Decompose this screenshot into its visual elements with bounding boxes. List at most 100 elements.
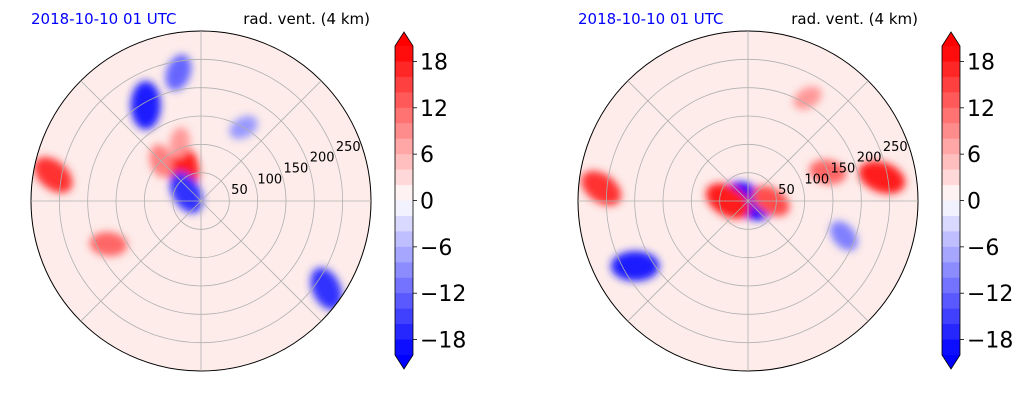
colorbar-tick-label: 6 [967, 143, 981, 168]
field-feature-neg [610, 251, 660, 282]
colorbar-segment [395, 339, 413, 356]
colorbar-segment [942, 107, 960, 124]
radial-tick-label: 100 [257, 172, 282, 187]
colorbar-segment [395, 246, 413, 263]
radial-tick-label: 200 [310, 151, 335, 166]
colorbar-segment [942, 92, 960, 109]
colorbar-segment [942, 138, 960, 155]
panel-right-time-title: 2018-10-10 01 UTC [578, 10, 724, 28]
colorbar-tick-label: −6 [420, 236, 452, 261]
colorbar-segment [395, 185, 413, 201]
panel-left-time-title: 2018-10-10 01 UTC [31, 10, 177, 28]
colorbar-segment [942, 46, 960, 62]
colorbar-segment [395, 308, 413, 325]
colorbar-segment [395, 293, 413, 310]
colorbar-segment [395, 169, 413, 186]
colorbar-segment [395, 76, 413, 93]
field-feature-pos [581, 170, 622, 206]
azimuth-line [80, 200, 202, 322]
polar-grid-right [577, 30, 919, 372]
colorbar-segment [395, 215, 413, 232]
field-feature-neg [165, 54, 192, 91]
colorbar-tick-label: −18 [420, 329, 466, 354]
colorbar-segment [942, 277, 960, 294]
field-feature-pos [169, 127, 190, 158]
azimuth-line [80, 80, 202, 202]
colorbar-tick-label: 0 [967, 190, 981, 215]
colorbar-tick-label: 0 [420, 190, 434, 215]
colorbar-segment [942, 215, 960, 232]
panel-right-field-title: rad. vent. (4 km) [791, 10, 918, 28]
azimuth-line [747, 80, 869, 202]
radial-tick-label: 250 [336, 140, 361, 155]
colorbar-segment [395, 200, 413, 217]
colorbar-segment [395, 46, 413, 62]
colorbar-segment [395, 138, 413, 155]
colorbar-segment [395, 262, 413, 279]
colorbar-extend-max [942, 32, 960, 46]
azimuth-line [627, 80, 749, 202]
radial-tick-label: 50 [231, 183, 248, 198]
colorbar-extend-min [395, 355, 413, 369]
azimuth-line [200, 200, 322, 322]
colorbar-left: 18 12 6 0 −6 −12 −18 [394, 31, 466, 370]
colorbar-segment [395, 324, 413, 341]
colorbar-segment [942, 154, 960, 171]
colorbar-tick-label: 18 [967, 50, 995, 75]
field-feature-pos [33, 156, 73, 193]
colorbar-segment [395, 154, 413, 171]
radial-tick-label: 200 [857, 151, 882, 166]
field-feature-neg [310, 267, 343, 310]
colorbar-tick-label: −18 [967, 329, 1013, 354]
colorbar-segment [942, 339, 960, 356]
colorbar-segment [942, 308, 960, 325]
colorbar-tick-label: −12 [420, 282, 466, 307]
colorbar-extend-max [395, 32, 413, 46]
field-feature-pos [858, 161, 906, 194]
colorbar-segment [942, 324, 960, 341]
azimuth-line [747, 200, 869, 322]
colorbar-segment [942, 76, 960, 93]
radial-tick-label: 100 [804, 172, 829, 187]
colorbar-tick-label: 12 [420, 97, 448, 122]
colorbar-outline [394, 31, 414, 370]
colorbar-segment [395, 61, 413, 78]
colorbar-segment [942, 61, 960, 78]
field-feature-neg [169, 171, 203, 214]
colorbar-segment [942, 246, 960, 263]
colorbar-tick-label: −6 [967, 236, 999, 261]
colorbar-segment [942, 231, 960, 248]
colorbar-tick-label: 12 [967, 97, 995, 122]
colorbar-segment [395, 277, 413, 294]
colorbar-segment [395, 123, 413, 140]
colorbar-segment [395, 107, 413, 124]
colorbar-segment [942, 169, 960, 186]
radial-tick-label: 250 [883, 140, 908, 155]
colorbar-segment [942, 185, 960, 201]
colorbar-segment [942, 262, 960, 279]
colorbar-segment [942, 293, 960, 310]
colorbar-extend-min [942, 355, 960, 369]
polar-panel-right: 2018-10-10 01 UTC rad. vent. (4 km) 50 10… [577, 10, 919, 372]
radial-tick-label: 150 [284, 161, 309, 176]
colorbar-segment [942, 123, 960, 140]
colorbar-tick-label: 6 [420, 143, 434, 168]
field-feature-neg [830, 221, 858, 251]
panel-left-field-title: rad. vent. (4 km) [243, 10, 370, 28]
colorbar-segment [942, 200, 960, 217]
polar-panel-left: 2018-10-10 01 UTC rad. vent. (4 km) 50 10… [30, 10, 372, 372]
polar-grid-left [30, 30, 372, 372]
azimuth-line [627, 200, 749, 322]
radial-tick-label: 150 [831, 161, 856, 176]
colorbar-segment [395, 92, 413, 109]
colorbar-right: 18 12 6 0 −6 −12 −18 [941, 31, 1013, 370]
field-feature-neg [130, 81, 161, 130]
colorbar-tick-label: 18 [420, 50, 448, 75]
radial-tick-label: 50 [778, 183, 795, 198]
field-feature-pos [793, 86, 822, 110]
colorbar-segment [395, 231, 413, 248]
colorbar-tick-label: −12 [967, 282, 1013, 307]
